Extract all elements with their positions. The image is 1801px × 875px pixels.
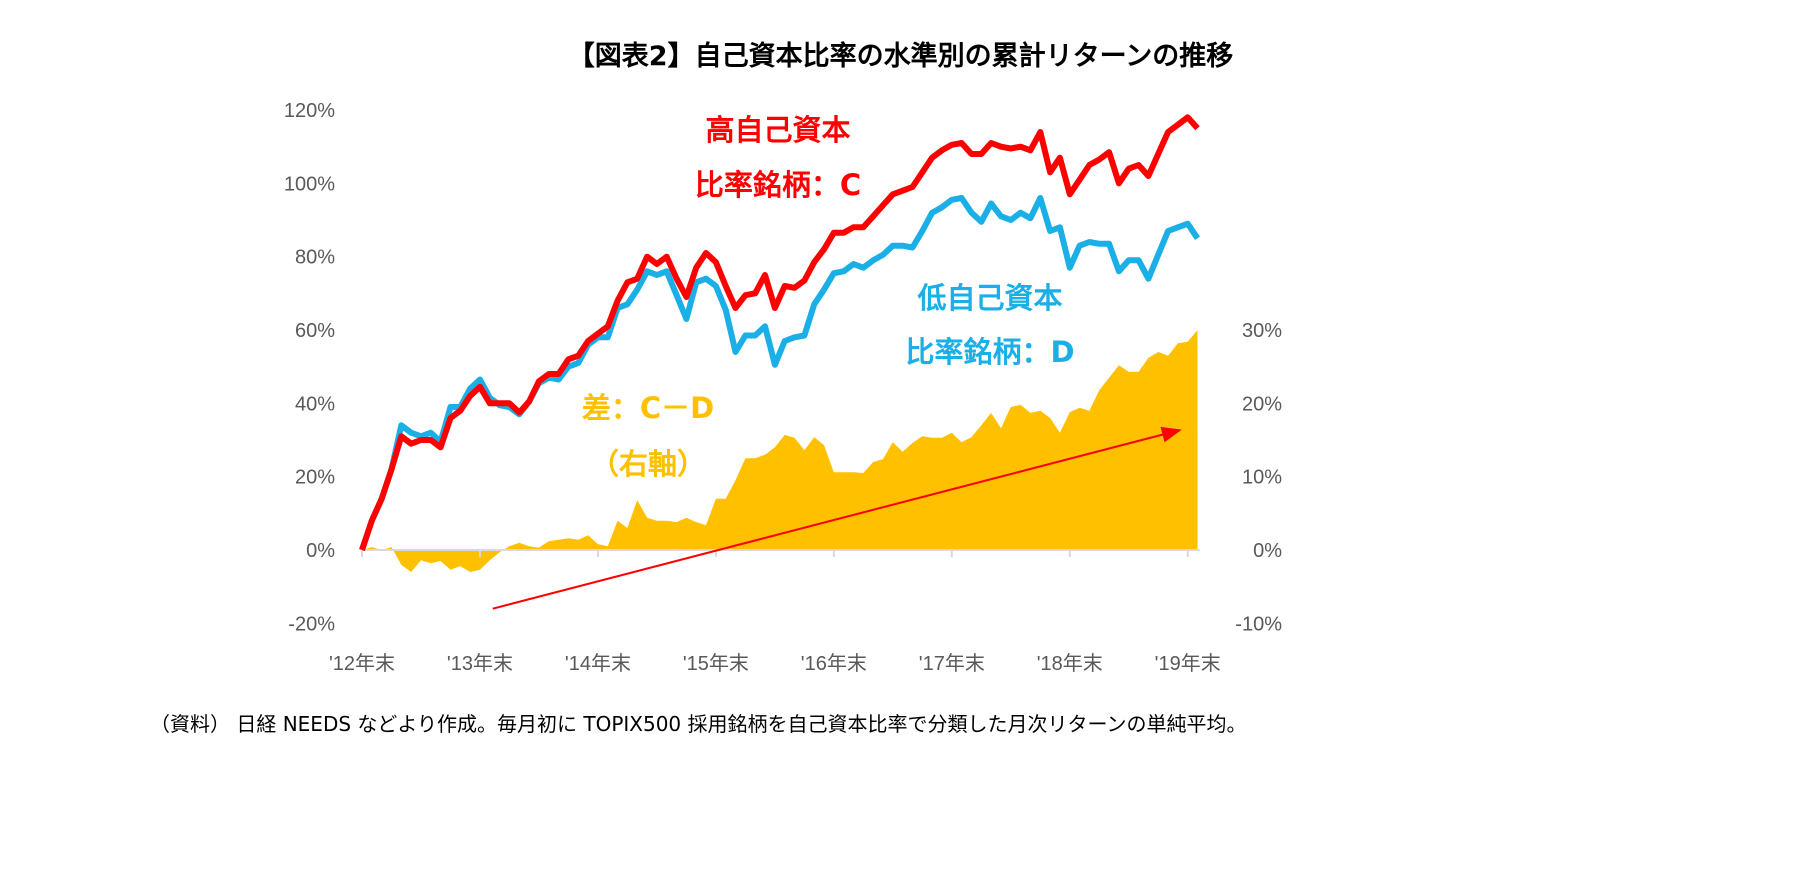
left-y-tick-label: 80% — [295, 247, 335, 269]
left-y-tick-label: -20% — [288, 613, 335, 635]
x-tick-label: '12年末 — [329, 652, 395, 675]
right-y-tick-label: 20% — [1242, 393, 1282, 415]
series-label: 差：C－D — [582, 391, 714, 425]
left-y-tick-label: 60% — [295, 320, 335, 342]
x-tick-label: '16年末 — [801, 652, 867, 675]
series-label: 比率銘柄：D — [905, 335, 1074, 369]
right-y-tick-label: -10% — [1235, 613, 1282, 635]
series-label: 比率銘柄：C — [695, 168, 861, 202]
series-label: （右軸） — [590, 447, 706, 481]
right-y-tick-label: 10% — [1242, 467, 1282, 489]
right-y-tick-label: 0% — [1253, 540, 1282, 562]
diff-area — [362, 330, 1198, 572]
chart-title: 【図表2】自己資本比率の水準別の累計リターンの推移 — [567, 41, 1234, 72]
x-tick-label: '15年末 — [683, 652, 749, 675]
left-y-tick-label: 100% — [284, 173, 335, 195]
left-y-tick-label: 40% — [295, 393, 335, 415]
left-y-tick-label: 120% — [284, 100, 335, 122]
right-y-tick-label: 30% — [1242, 320, 1282, 342]
x-tick-label: '17年末 — [919, 652, 985, 675]
series-label: 高自己資本 — [705, 113, 850, 147]
left-y-tick-label: 0% — [306, 540, 335, 562]
trend-arrow — [492, 426, 1182, 610]
x-tick-label: '19年末 — [1155, 652, 1221, 675]
source-note: （資料） 日経 NEEDS などより作成。毎月初に TOPIX500 採用銘柄を… — [150, 712, 1247, 736]
series-label: 低自己資本 — [916, 281, 1062, 315]
x-tick-label: '13年末 — [447, 652, 513, 675]
left-y-tick-label: 20% — [295, 467, 335, 489]
x-tick-label: '14年末 — [565, 652, 631, 675]
series-line-high-equity-c — [359, 114, 1200, 551]
x-tick-label: '18年末 — [1037, 652, 1103, 675]
